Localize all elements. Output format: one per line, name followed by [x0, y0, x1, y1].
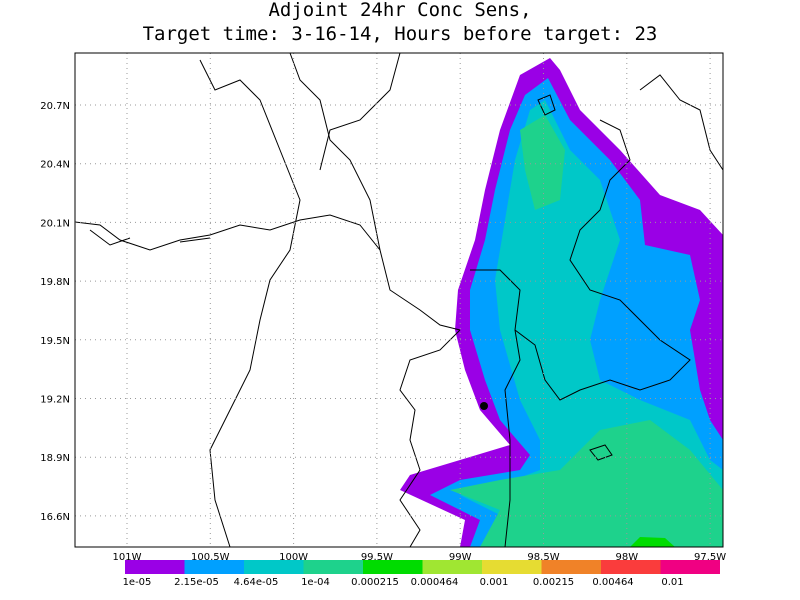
contour-green [450, 115, 723, 547]
lat-label: 19.5N [40, 336, 70, 347]
colorbar-swatch [363, 560, 423, 574]
contour-bright-green [630, 537, 675, 547]
colorbar-swatch [541, 560, 601, 574]
contours [75, 53, 723, 547]
colorbar-label: 0.00215 [533, 577, 574, 588]
lat-label: 18.9N [40, 453, 70, 464]
colorbar-label: 1e-04 [301, 577, 330, 588]
colorbar-swatch [125, 560, 185, 574]
lat-label: 20.7N [40, 101, 70, 112]
lon-label: 99W [449, 552, 472, 563]
title-line: Target time: 3-16-14, Hours before targe… [143, 23, 658, 45]
lat-label: 20.4N [40, 160, 70, 171]
lat-label: 19.2N [40, 395, 70, 406]
lon-label: 99.5W [361, 552, 393, 563]
target-point [480, 402, 488, 410]
colorbar-label: 4.64e-05 [234, 577, 279, 588]
lat-label: 20.1N [40, 218, 70, 229]
lon-label: 97.5W [694, 552, 726, 563]
lon-label: 100.5W [191, 552, 230, 563]
colorbar-swatch [601, 560, 661, 574]
lat-label: 16.6N [40, 512, 70, 523]
lon-label: 101W [113, 552, 142, 563]
colorbar-label: 0.01 [661, 577, 683, 588]
colorbar-swatch [482, 560, 542, 574]
colorbar-label: 0.000464 [411, 577, 459, 588]
colorbar-swatch [244, 560, 304, 574]
lat-label: 19.8N [40, 277, 70, 288]
colorbar-swatch [422, 560, 482, 574]
colorbar-label: 0.001 [480, 577, 509, 588]
lon-label: 100W [279, 552, 308, 563]
map-frame [74, 52, 724, 548]
colorbar-label: 2.15e-05 [174, 577, 219, 588]
title-line: Adjoint 24hr Conc Sens, [268, 0, 531, 21]
colorbar-swatch [660, 560, 720, 574]
colorbar-label: 1e-05 [123, 577, 152, 588]
lon-label: 98.5W [527, 552, 559, 563]
colorbar-swatch [303, 560, 363, 574]
lon-label: 98W [615, 552, 638, 563]
colorbar-swatch [184, 560, 244, 574]
colorbar-label: 0.00464 [592, 577, 633, 588]
colorbar-label: 0.000215 [351, 577, 399, 588]
